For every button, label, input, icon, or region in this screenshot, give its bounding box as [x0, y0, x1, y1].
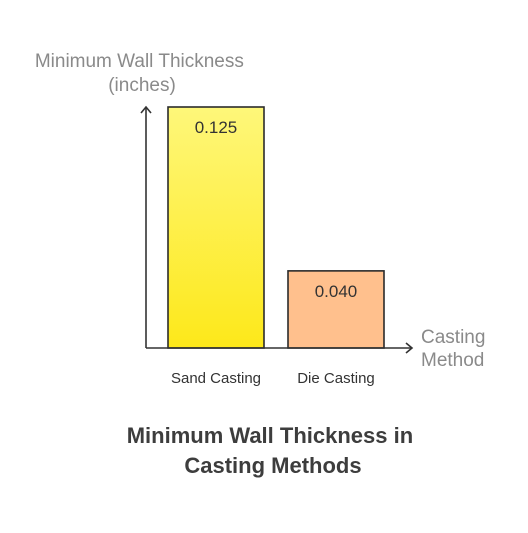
bar-sand-casting: [167, 106, 265, 349]
bars-group: 0.125 Sand Casting 0.040 Die Casting: [167, 106, 385, 387]
chart-title-line-1: Minimum Wall Thickness in: [127, 423, 413, 448]
chart-title-line-2: Casting Methods: [184, 453, 361, 478]
x-axis-label-line-1: Casting: [421, 327, 485, 348]
bar-die-casting: [287, 270, 385, 349]
value-label-sand-casting: 0.125: [195, 118, 238, 137]
x-axis-label-line-2: Method: [421, 350, 484, 371]
chart-title: Minimum Wall Thickness in Casting Method…: [127, 423, 420, 478]
tick-label-sand-casting: Sand Casting: [171, 370, 261, 387]
value-label-die-casting: 0.040: [315, 282, 358, 301]
tick-label-die-casting: Die Casting: [297, 370, 375, 387]
x-axis-label: Casting Method: [421, 327, 491, 371]
y-axis-label: Minimum Wall Thickness (inches): [35, 51, 249, 96]
y-axis-label-line-1: Minimum Wall Thickness: [35, 51, 244, 72]
y-axis-label-line-2: (inches): [108, 75, 176, 96]
